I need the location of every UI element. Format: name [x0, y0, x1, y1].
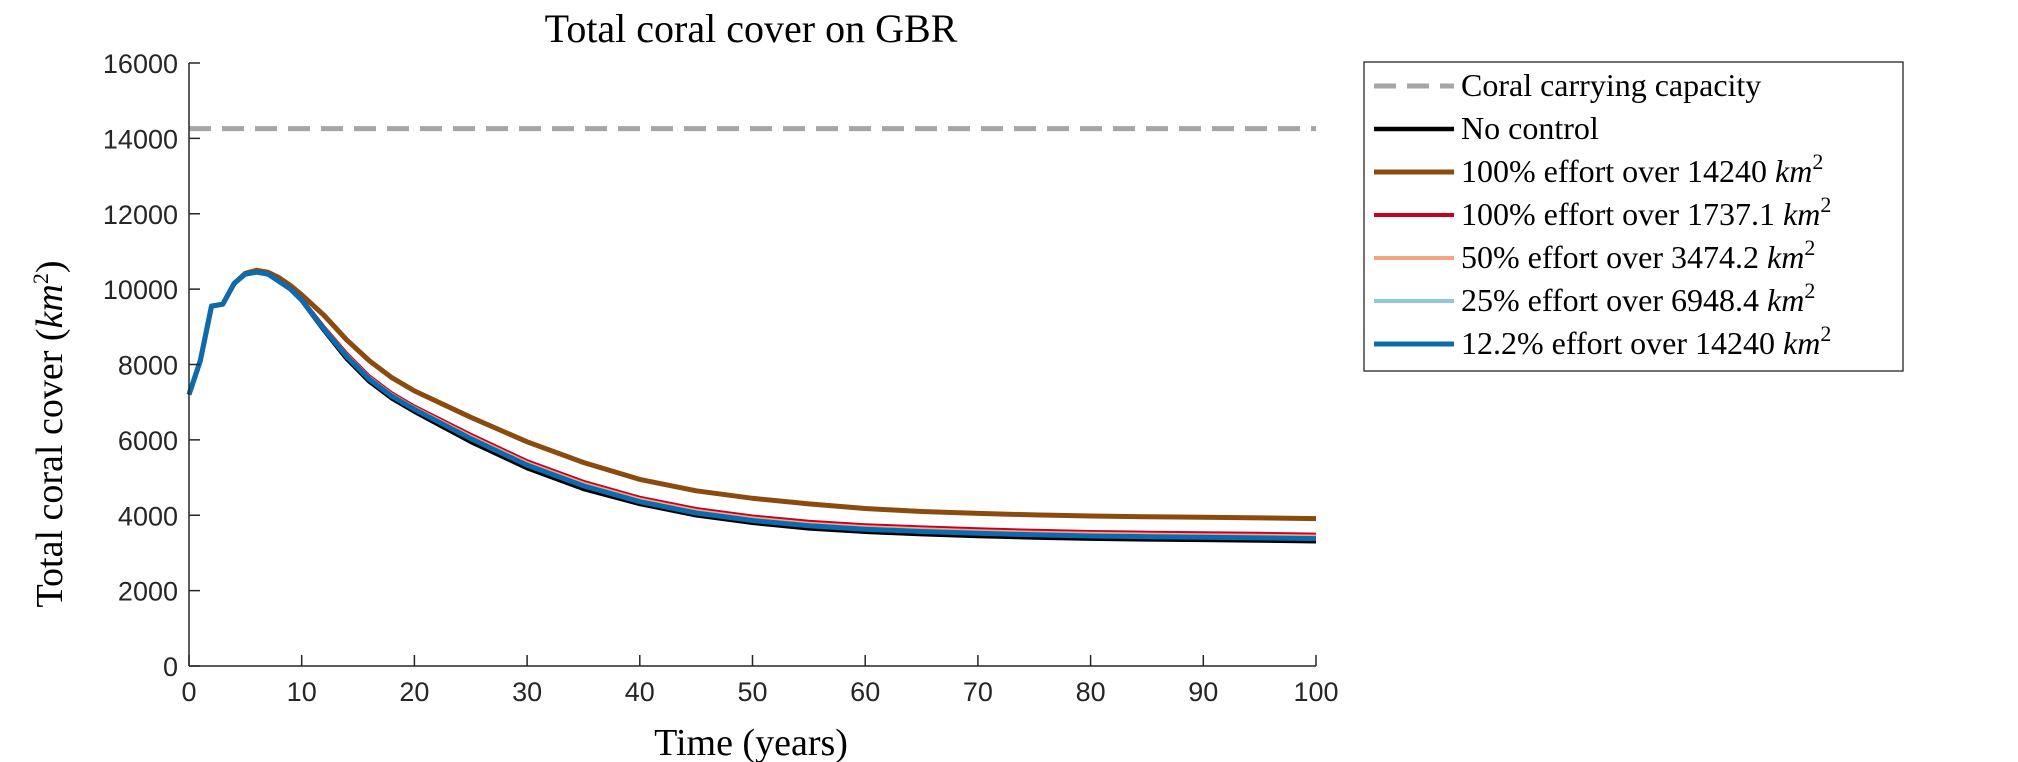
x-tick-label: 50: [737, 677, 767, 707]
y-tick-label: 0: [163, 652, 178, 682]
legend-label: 100% effort over 14240 km2: [1461, 149, 1823, 189]
legend-label-sup: 2: [1804, 235, 1815, 260]
legend-label-sup: 2: [1804, 278, 1815, 303]
legend-label: 25% effort over 6948.4 km2: [1461, 278, 1815, 318]
y-tick-label: 14000: [103, 124, 178, 154]
legend-label-text: No control: [1461, 110, 1599, 146]
y-axis-label: Total coral cover (km2): [28, 261, 71, 608]
y-axis-label-text: Total coral cover (: [29, 328, 71, 607]
svg-text:Total coral cover (km2): Total coral cover (km2): [28, 261, 71, 608]
x-axis-label: Time (years): [654, 722, 848, 762]
x-tick-label: 40: [625, 677, 655, 707]
x-tick-label: 70: [963, 677, 993, 707]
y-axis-label-unit: km: [29, 284, 71, 328]
legend-label-text: 25% effort over 6948.4: [1461, 282, 1767, 318]
y-tick-label: 8000: [118, 351, 178, 381]
y-axis-label-close: ): [29, 261, 71, 274]
legend-label-sup: 2: [1820, 192, 1831, 217]
legend-label: Coral carrying capacity: [1461, 67, 1761, 103]
legend-label-text: 100% effort over 1737.1: [1461, 196, 1783, 232]
legend-label-unit: km: [1767, 282, 1804, 318]
chart-title: Total coral cover on GBR: [545, 6, 958, 51]
plot-area: [186, 126, 1317, 544]
x-tick-label: 100: [1293, 677, 1338, 707]
y-tick-label: 12000: [103, 200, 178, 230]
x-tick-label: 10: [287, 677, 317, 707]
legend-label: 100% effort over 1737.1 km2: [1461, 192, 1831, 232]
legend-label-unit: km: [1767, 239, 1804, 275]
legend-label-unit: km: [1783, 325, 1820, 361]
legend-label: 12.2% effort over 14240 km2: [1461, 321, 1831, 361]
axes: 0 10 20 30 40 50 60 70 80 90 100 0 2000 4000 6000 8000 1…: [103, 49, 1339, 707]
y-tick-label: 16000: [103, 49, 178, 79]
y-tick-label: 4000: [118, 501, 178, 531]
x-tick-label: 0: [181, 677, 196, 707]
x-tick-label: 20: [399, 677, 429, 707]
x-tick-label: 30: [512, 677, 542, 707]
legend-label-text: Coral carrying capacity: [1461, 67, 1761, 103]
legend-label-sup: 2: [1820, 321, 1831, 346]
x-tick-label: 90: [1188, 677, 1218, 707]
legend-label-unit: km: [1783, 196, 1820, 232]
y-tick-label: 6000: [118, 426, 178, 456]
y-axis-label-sup: 2: [28, 273, 53, 284]
series-line-6: [186, 269, 1317, 542]
y-tick-label: 2000: [118, 577, 178, 607]
legend-label: 50% effort over 3474.2 km2: [1461, 235, 1815, 275]
legend-label-text: 50% effort over 3474.2: [1461, 239, 1767, 275]
y-tick-label: 10000: [103, 275, 178, 305]
legend-label-sup: 2: [1812, 149, 1823, 174]
legend-label-unit: km: [1775, 153, 1812, 189]
legend-label: No control: [1461, 110, 1599, 146]
x-tick-label: 60: [850, 677, 880, 707]
legend-label-text: 100% effort over 14240: [1461, 153, 1775, 189]
x-tick-label: 80: [1076, 677, 1106, 707]
legend-label-text: 12.2% effort over 14240: [1461, 325, 1783, 361]
